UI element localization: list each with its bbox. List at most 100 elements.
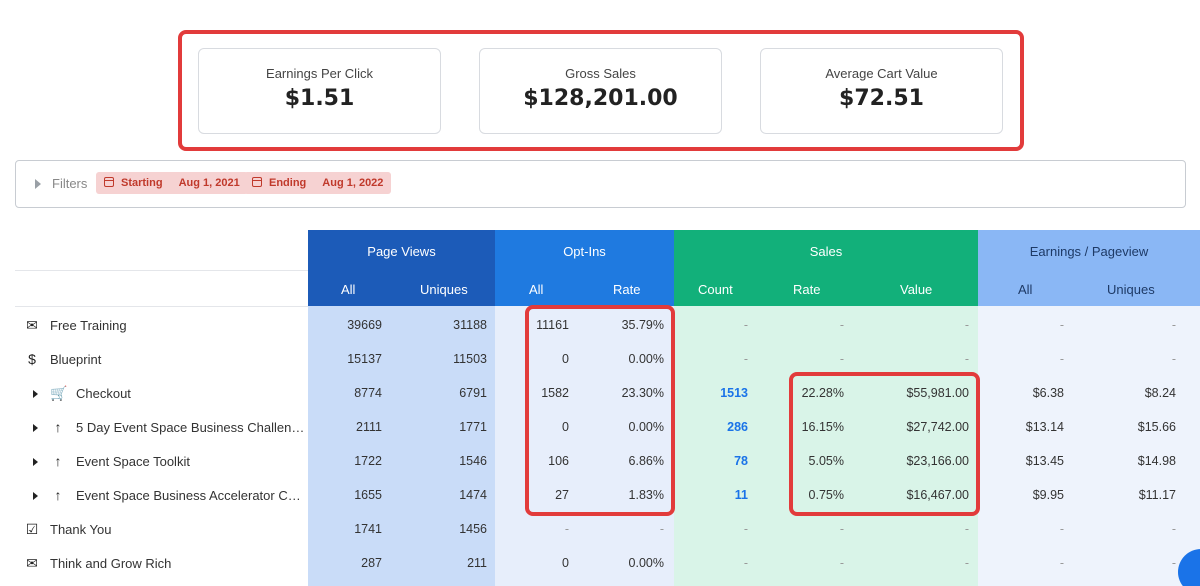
cell-sales-count[interactable]: 11: [734, 488, 748, 502]
cell-opt-rate: 1.83%: [628, 488, 664, 502]
cell-pv-all: 1655: [354, 488, 382, 502]
kpi-highlight-frame: [178, 30, 1024, 151]
ending-date-chip[interactable]: Ending Aug 1, 2022: [244, 172, 392, 194]
cell-opt-rate: 6.86%: [628, 454, 664, 468]
cell-opt-rate: 23.30%: [621, 386, 664, 400]
cell-sales-rate: -: [839, 556, 844, 570]
arrow-up-icon: ↑: [54, 487, 62, 503]
cell-opt-all: -: [564, 522, 569, 536]
cell-sales-value: $27,742.00: [906, 420, 969, 434]
row-name[interactable]: ✉ Free Training: [24, 308, 126, 342]
subheader-opt-rate[interactable]: Rate: [613, 282, 641, 297]
kpi-value: $1.51: [284, 86, 355, 111]
table-row[interactable]: ✉ Think and Grow Rich 287 211 0 0.00% - - - - -: [0, 546, 1200, 580]
cell-opt-rate: 35.79%: [621, 318, 664, 332]
envelope-icon: ✉: [26, 317, 38, 333]
cell-sales-count: -: [743, 522, 748, 536]
table-row[interactable]: ↑ Event Space Toolkit 1722 1546 106 6.86% 78 5.…: [0, 444, 1200, 478]
row-name[interactable]: ✉ Think and Grow Rich: [24, 546, 171, 580]
cell-sales-count[interactable]: 78: [734, 454, 748, 468]
table-row[interactable]: ✉ Free Training 39669 31188 11161 35.79% - - - - -: [0, 308, 1200, 342]
expand-toggle-icon[interactable]: [33, 492, 38, 500]
table-row[interactable]: ↑ 5 Day Event Space Business Challen… 2111…: [0, 410, 1200, 444]
cell-opt-all: 106: [548, 454, 569, 468]
table-row[interactable]: ↑ Event Space Business Accelerator C… 1655…: [0, 478, 1200, 512]
cell-earn-all: $9.95: [1032, 488, 1064, 502]
divider: [15, 306, 308, 307]
cell-sales-value: -: [964, 556, 969, 570]
table-row[interactable]: ☑ Thank You 1741 1456 - - - - - - -: [0, 512, 1200, 546]
chat-button[interactable]: [1178, 549, 1200, 586]
subheader-opt-all[interactable]: All: [529, 282, 544, 297]
kpi-label: Gross Sales: [565, 66, 636, 81]
row-label: Event Space Toolkit: [76, 454, 190, 469]
filters-label[interactable]: Filters: [52, 176, 88, 191]
cell-pv-uniques: 11503: [453, 352, 487, 366]
subheader-bar-page-views: [308, 273, 495, 306]
cell-opt-all: 0: [562, 556, 569, 570]
row-name[interactable]: 🛒 Checkout: [24, 376, 131, 410]
subheader-bar-sales: [674, 273, 978, 306]
caret-right-icon[interactable]: [35, 179, 41, 189]
row-name[interactable]: ↑ 5 Day Event Space Business Challen…: [24, 410, 304, 444]
subheader-pv-uniques[interactable]: Uniques: [420, 282, 468, 297]
row-label: Event Space Business Accelerator C…: [76, 488, 301, 503]
cell-pv-uniques: 1474: [459, 488, 487, 502]
filters-bar[interactable]: Filters Starting Aug 1, 2021 Ending Aug 1,…: [15, 160, 1186, 208]
expand-toggle-icon[interactable]: [33, 390, 38, 398]
cell-pv-all: 287: [361, 556, 382, 570]
cell-pv-all: 1741: [354, 522, 382, 536]
row-name[interactable]: ↑ Event Space Toolkit: [24, 444, 190, 478]
cell-opt-rate: 0.00%: [628, 556, 664, 570]
cell-earn-all: $6.38: [1032, 386, 1064, 400]
cell-opt-rate: -: [659, 522, 664, 536]
row-name[interactable]: $ Blueprint: [24, 342, 101, 376]
cell-earn-all: $13.45: [1025, 454, 1064, 468]
subheader-earn-uniques[interactable]: Uniques: [1107, 282, 1155, 297]
subheader-sales-value[interactable]: Value: [900, 282, 933, 297]
cell-sales-count[interactable]: 286: [727, 420, 748, 434]
cell-earn-uniques: -: [1171, 556, 1176, 570]
cell-earn-all: -: [1059, 318, 1064, 332]
subheader-sales-count[interactable]: Count: [698, 282, 733, 297]
cell-sales-count: -: [743, 318, 748, 332]
cell-opt-all: 27: [555, 488, 569, 502]
cell-opt-all: 1582: [541, 386, 569, 400]
kpi-card-gross-sales: Gross Sales $128,201.00: [479, 48, 722, 134]
arrow-up-icon: ↑: [54, 419, 62, 435]
cell-earn-uniques: -: [1171, 352, 1176, 366]
table-row[interactable]: 🛒 Checkout 8774 6791 1582 23.30% 1513 22.28% $55…: [0, 376, 1200, 410]
expand-toggle-icon[interactable]: [33, 458, 38, 466]
subheader-earn-all[interactable]: All: [1018, 282, 1033, 297]
divider: [15, 270, 308, 271]
starting-date-chip[interactable]: Starting Aug 1, 2021: [96, 172, 248, 194]
cell-earn-uniques: $8.24: [1144, 386, 1176, 400]
cell-sales-count[interactable]: 1513: [720, 386, 748, 400]
row-label: Blueprint: [50, 352, 102, 367]
group-header-earnings: Earnings / Pageview: [978, 230, 1200, 273]
subheader-pv-all[interactable]: All: [341, 282, 356, 297]
cell-earn-uniques: -: [1171, 522, 1176, 536]
cell-sales-rate: 0.75%: [808, 488, 844, 502]
cell-earn-all: -: [1059, 522, 1064, 536]
cell-earn-all: -: [1059, 556, 1064, 570]
row-name[interactable]: ☑ Thank You: [24, 512, 112, 546]
checkbox-icon: ☑: [25, 521, 39, 537]
cell-sales-value: -: [964, 352, 969, 366]
row-name[interactable]: ↑ Event Space Business Accelerator C…: [24, 478, 301, 512]
cell-opt-rate: 0.00%: [628, 420, 664, 434]
cell-earn-uniques: $15.66: [1137, 420, 1176, 434]
arrow-up-icon: ↑: [54, 453, 62, 469]
cell-sales-value: $23,166.00: [906, 454, 969, 468]
group-header-sales: Sales: [674, 230, 978, 273]
cell-pv-uniques: 1771: [459, 420, 487, 434]
expand-toggle-icon[interactable]: [33, 424, 38, 432]
cell-pv-uniques: 31188: [453, 318, 487, 332]
sales-highlight-frame: [789, 372, 980, 516]
subheader-bar-opt-ins: [495, 273, 674, 306]
subheader-sales-rate[interactable]: Rate: [793, 282, 821, 297]
chip-key: Ending: [269, 177, 307, 189]
table-row[interactable]: $ Blueprint 15137 11503 0 0.00% - - - - -: [0, 342, 1200, 376]
chip-key: Starting: [121, 177, 163, 189]
cell-sales-value: $55,981.00: [906, 386, 969, 400]
